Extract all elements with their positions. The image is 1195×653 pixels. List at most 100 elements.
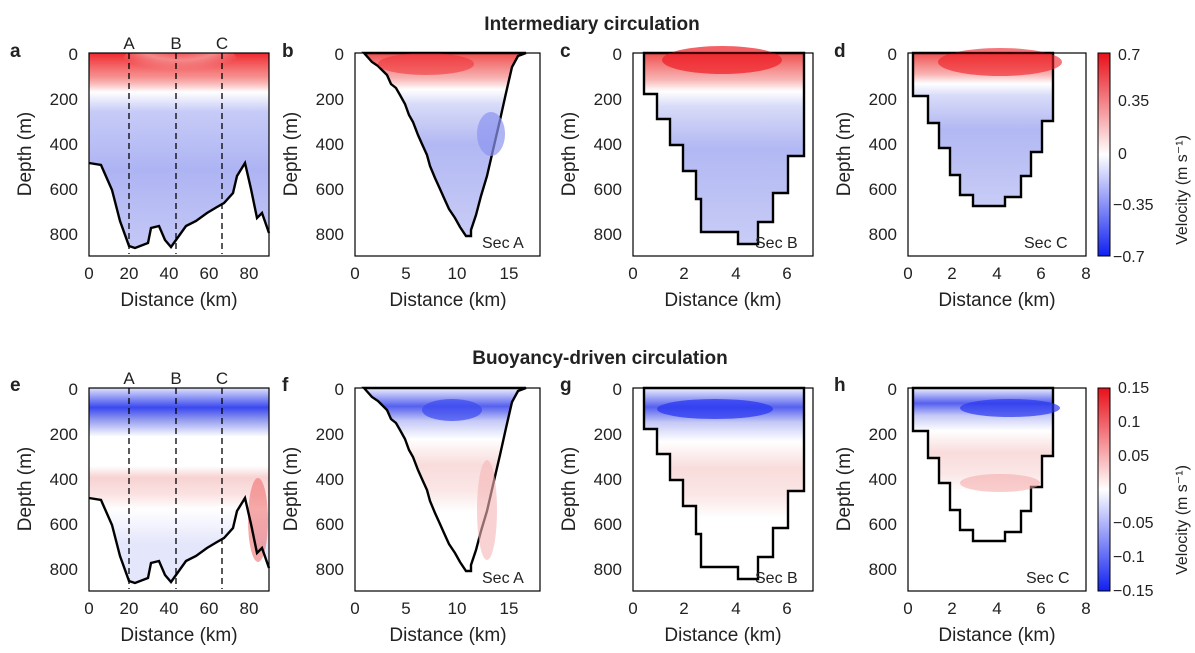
y-tick-label: 0 [613, 380, 622, 399]
y-tick-label: 200 [50, 425, 78, 444]
x-ticks: 0 5 10 15 [350, 599, 518, 618]
colorbar-tick: 0.05 [1118, 448, 1149, 465]
y-tick-label: 600 [50, 515, 78, 534]
x-ticks: 0 2 4 6 [628, 599, 791, 618]
y-tick-label: 800 [594, 225, 622, 244]
y-ticks: 0 200 400 600 800 [594, 45, 622, 244]
velocity-core-negative [422, 399, 482, 421]
x-tick-label: 15 [500, 599, 519, 618]
colorbar-tick: 0.1 [1118, 414, 1140, 431]
colorbar-tick: −0.7 [1113, 249, 1145, 266]
y-tick-label: 400 [594, 470, 622, 489]
row-title-buoyancy: Buoyancy-driven circulation [472, 348, 728, 369]
x-tick-label: 0 [628, 264, 637, 283]
x-tick-label: 5 [401, 264, 410, 283]
velocity-core-positive [662, 46, 782, 74]
x-tick-label: 80 [240, 264, 259, 283]
x-axis-label: Distance (km) [664, 625, 781, 646]
panel-letter: h [834, 375, 846, 396]
y-tick-label: 400 [50, 470, 78, 489]
y-ticks: 0 200 400 600 800 [869, 45, 897, 244]
velocity-field [913, 53, 1053, 206]
velocity-core-positive [378, 53, 474, 75]
x-tick-label: 40 [160, 599, 179, 618]
x-tick-label: 6 [1036, 264, 1045, 283]
x-tick-label: 2 [679, 264, 688, 283]
colorbar-buoyancy: 0.15 0.1 0.05 0 −0.05 −0.1 −0.15 Velocit… [1098, 380, 1191, 600]
panel-letter: b [282, 41, 294, 62]
velocity-core-negative [960, 399, 1060, 417]
velocity-core-positive [477, 460, 497, 560]
y-tick-label: 400 [869, 135, 897, 154]
y-tick-label: 400 [50, 135, 78, 154]
x-tick-label: 20 [120, 599, 139, 618]
colorbar-intermediary: 0.7 0.35 0 −0.35 −0.7 Velocity (m s⁻¹) [1098, 47, 1191, 266]
x-axis-label: Distance (km) [664, 290, 781, 311]
y-axis-label: Depth (m) [559, 447, 580, 531]
x-tick-label: 0 [350, 264, 359, 283]
y-ticks: 0 200 400 600 800 [869, 380, 897, 579]
panel-letter: d [834, 41, 846, 62]
y-tick-label: 600 [869, 180, 897, 199]
x-tick-label: 10 [448, 599, 467, 618]
x-tick-label: 40 [160, 264, 179, 283]
panel-letter: e [10, 375, 21, 396]
x-tick-label: 8 [1081, 599, 1090, 618]
y-axis-label: Depth (m) [281, 447, 302, 531]
x-tick-label: 0 [84, 599, 93, 618]
velocity-field [89, 388, 269, 583]
x-tick-label: 4 [992, 264, 1001, 283]
colorbar-label: Velocity (m s⁻¹) [1174, 135, 1191, 245]
x-tick-label: 60 [200, 264, 219, 283]
section-line-label-a: A [123, 369, 135, 388]
x-tick-label: 4 [992, 599, 1001, 618]
x-ticks: 0 5 10 15 [350, 264, 518, 283]
x-tick-label: 0 [903, 599, 912, 618]
panel-c: c Sec B 0 200 400 600 800 0 2 4 6 Distan… [559, 41, 813, 311]
panel-d: d Sec C 0 200 400 600 800 0 2 4 6 8 Dist… [834, 41, 1091, 311]
y-tick-label: 400 [316, 470, 344, 489]
colorbar-tick: 0 [1118, 481, 1127, 498]
panel-letter: c [560, 41, 571, 62]
x-tick-label: 6 [782, 599, 791, 618]
colorbar-tick: 0.7 [1118, 47, 1140, 64]
x-tick-label: 4 [731, 264, 740, 283]
panel-b: b Sec A 0 200 400 600 800 0 5 10 15 Dist… [281, 41, 540, 311]
velocity-core-positive [960, 474, 1040, 492]
x-ticks: 0 2 4 6 8 [903, 599, 1090, 618]
colorbar-label: Velocity (m s⁻¹) [1174, 465, 1191, 575]
y-tick-label: 600 [316, 180, 344, 199]
section-line-label-b: B [170, 34, 181, 53]
section-label: Sec A [482, 235, 524, 252]
colorbar-tick: 0.35 [1118, 93, 1149, 110]
x-tick-label: 6 [1036, 599, 1045, 618]
y-tick-label: 200 [594, 425, 622, 444]
velocity-field [644, 53, 804, 244]
y-tick-label: 200 [50, 90, 78, 109]
section-label: Sec A [482, 570, 524, 587]
y-axis-label: Depth (m) [15, 447, 36, 531]
y-tick-label: 200 [594, 90, 622, 109]
y-tick-label: 200 [869, 425, 897, 444]
section-label: Sec C [1026, 570, 1070, 587]
x-tick-label: 60 [200, 599, 219, 618]
y-axis-label: Depth (m) [281, 112, 302, 196]
x-tick-label: 10 [448, 264, 467, 283]
panel-letter: a [10, 41, 21, 62]
colorbar-scale [1098, 388, 1110, 591]
x-ticks: 0 2 4 6 [628, 264, 791, 283]
section-line-label-a: A [123, 34, 135, 53]
y-axis-label: Depth (m) [559, 112, 580, 196]
y-tick-label: 800 [50, 560, 78, 579]
y-tick-label: 400 [594, 135, 622, 154]
y-tick-label: 800 [316, 560, 344, 579]
x-tick-label: 0 [350, 599, 359, 618]
panel-letter: g [560, 375, 572, 396]
y-tick-label: 600 [50, 180, 78, 199]
y-tick-label: 800 [50, 225, 78, 244]
y-ticks: 0 200 400 600 800 [50, 380, 78, 579]
y-tick-label: 200 [316, 425, 344, 444]
panel-letter: f [282, 375, 289, 396]
section-line-label-c: C [216, 34, 228, 53]
x-axis-label: Distance (km) [389, 290, 506, 311]
